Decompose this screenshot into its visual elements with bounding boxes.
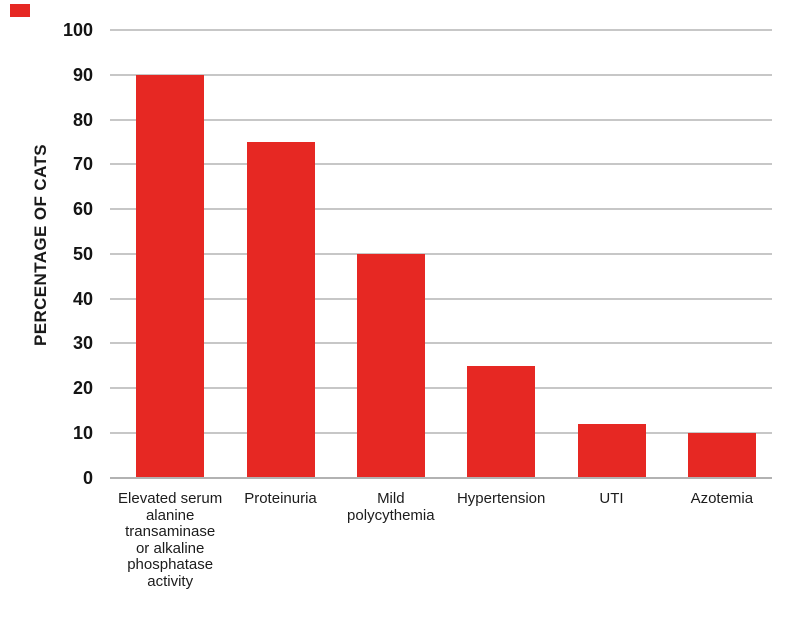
x-tick-label: Elevated serum alanine transaminase or a… <box>118 490 223 590</box>
y-tick-label: 90 <box>72 64 93 85</box>
gridline <box>110 73 772 76</box>
y-tick-label: 80 <box>72 109 93 130</box>
gridline <box>110 118 772 121</box>
x-axis-baseline <box>110 476 772 479</box>
y-tick-label: 100 <box>62 20 93 40</box>
x-tick-label: Azotemia <box>690 490 754 507</box>
y-tick-label: 50 <box>72 243 93 264</box>
y-tick-label: 30 <box>72 333 93 354</box>
gridline <box>110 297 772 300</box>
gridline <box>110 431 772 434</box>
y-tick-label: 0 <box>82 467 93 488</box>
y-tick-label: 10 <box>72 422 93 443</box>
x-tick-label: Hypertension <box>456 490 546 507</box>
x-tick-label: Proteinuria <box>244 490 317 507</box>
gridline <box>110 342 772 345</box>
y-tick-label: 70 <box>72 154 93 175</box>
figure-marker-square <box>10 4 30 17</box>
bar <box>577 423 646 478</box>
x-tick-label: UTI <box>599 490 624 507</box>
bar <box>687 432 756 478</box>
y-tick-label: 20 <box>72 378 93 398</box>
bar <box>356 253 425 478</box>
gridline <box>110 29 772 31</box>
bar <box>136 74 205 478</box>
y-tick-label: 60 <box>72 199 93 219</box>
gridline <box>110 208 772 210</box>
gridline <box>110 387 772 389</box>
gridline <box>110 252 772 255</box>
y-tick-label: 40 <box>72 288 93 309</box>
bar <box>246 141 315 478</box>
gridline <box>110 163 772 166</box>
bar <box>467 365 536 478</box>
x-tick-label: Mild polycythemia <box>347 490 435 524</box>
